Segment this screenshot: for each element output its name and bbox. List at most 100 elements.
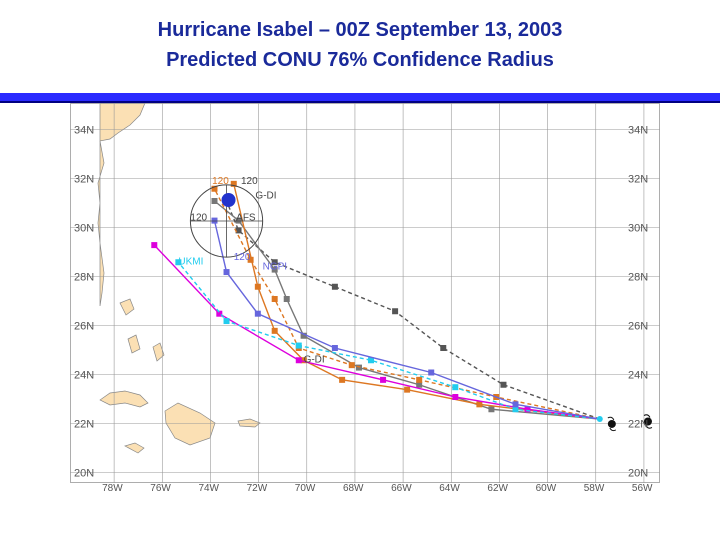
track-line [213, 188, 600, 420]
lon-label: 74W [198, 483, 219, 494]
track-point [271, 266, 278, 273]
accent-rule-shadow [0, 101, 720, 103]
track-point [368, 357, 375, 364]
model-tracks [151, 180, 601, 420]
lon-label: 78W [102, 483, 123, 494]
lat-label-left: 30N [74, 223, 94, 235]
model-label: NGPI [263, 262, 287, 273]
model-label: G-DI [304, 355, 325, 366]
lat-label-left: 24N [74, 370, 94, 382]
map-grid [70, 103, 660, 483]
track-point [476, 401, 483, 408]
track-point [211, 198, 218, 204]
lon-label: 76W [150, 483, 171, 494]
lat-label-right: 32N [628, 174, 648, 186]
track-point [175, 259, 182, 266]
track-point [254, 310, 261, 317]
map-background [70, 103, 660, 495]
lat-label-left: 26N [74, 321, 94, 333]
track-point [524, 406, 531, 413]
track-point [331, 283, 338, 290]
puerto-rico [237, 418, 261, 428]
track-point [271, 327, 278, 334]
track-point [339, 376, 346, 383]
track-point [331, 345, 338, 351]
track-point [223, 318, 230, 325]
track-point [355, 364, 362, 371]
track-point [488, 406, 495, 413]
track-origin [596, 416, 603, 423]
track-point [404, 386, 411, 393]
chart-title-line-2: Predicted CONU 76% Confidence Radius [166, 49, 554, 71]
track-point [271, 259, 278, 266]
track-point [211, 185, 218, 192]
model-label: 120 [241, 176, 258, 187]
model-label: AFS [236, 213, 256, 224]
track-point [440, 345, 447, 351]
track-point [392, 308, 399, 315]
track-line [225, 200, 601, 420]
model-label: 120 [234, 252, 251, 263]
lat-label-right: 34N [628, 125, 648, 137]
track-point [216, 310, 223, 317]
conu-confidence-circle [189, 184, 264, 258]
lon-label: 56W [632, 483, 653, 494]
track-point [271, 296, 278, 302]
lon-label: 58W [584, 483, 605, 494]
track-point [452, 394, 459, 400]
bahamas-1 [119, 298, 135, 316]
track-point [283, 296, 290, 302]
lat-label-right: 20N [628, 468, 648, 480]
lat-label-left: 28N [74, 272, 94, 284]
lon-label: 66W [391, 483, 412, 494]
florida [97, 140, 105, 307]
lon-label: 70W [295, 483, 316, 494]
lat-label-left: 32N [74, 174, 94, 186]
land-masses [97, 102, 261, 454]
lon-label: 62W [487, 483, 508, 494]
lat-label-left: 22N [74, 419, 94, 431]
track-point [500, 381, 507, 388]
accent-rule [0, 93, 720, 101]
model-label: 120 [190, 213, 207, 224]
cuba [99, 390, 149, 408]
lat-label-right: 24N [628, 370, 648, 382]
model-label: 120 [212, 176, 229, 187]
track-point [295, 342, 302, 349]
map-svg: 34N 34N 32N 32N 30N 30N 28N 28N 26N 26N 24N 24N 22N 2… [70, 102, 713, 495]
hurricane-symbol-tail [607, 416, 617, 432]
hurricane-symbol [643, 417, 652, 426]
track-point [254, 283, 261, 290]
forecast-track-map: 34N 34N 32N 32N 30N 30N 28N 28N 26N 26N 24N 24N 22N 2… [70, 102, 713, 495]
conu-center-marker [221, 193, 236, 207]
track-point [428, 369, 435, 376]
hispaniola [164, 402, 216, 446]
track-point [416, 376, 423, 383]
track-line [233, 183, 600, 420]
hurricane-symbol-tail [643, 414, 653, 429]
lat-label-left: 20N [74, 468, 94, 480]
lat-label-right: 26N [628, 321, 648, 333]
track-point [247, 256, 254, 263]
track-point [300, 332, 307, 339]
lat-label-right: 28N [628, 272, 648, 284]
track-point [380, 376, 387, 383]
bahamas-2 [127, 334, 141, 354]
track-point [230, 180, 237, 187]
track-point [235, 227, 242, 234]
lat-label-right: 22N [628, 419, 648, 431]
lon-label: 68W [343, 483, 364, 494]
track-point [452, 384, 459, 391]
map-frame [70, 103, 660, 483]
track-point [512, 406, 519, 413]
track-point [151, 242, 158, 249]
lon-label: 60W [536, 483, 557, 494]
chart-title-line-1: Hurricane Isabel – 00Z September 13, 200… [157, 19, 563, 41]
lon-label: 72W [247, 483, 268, 494]
track-point [295, 357, 302, 364]
model-label: G-DI [255, 191, 276, 202]
lat-label-right: 30N [628, 223, 648, 235]
track-point [348, 362, 355, 369]
hurricane-symbol [607, 419, 616, 428]
model-labels: 120 120 G-DI 120 AFS UKMI 120 NGPI G-DI [178, 176, 324, 366]
